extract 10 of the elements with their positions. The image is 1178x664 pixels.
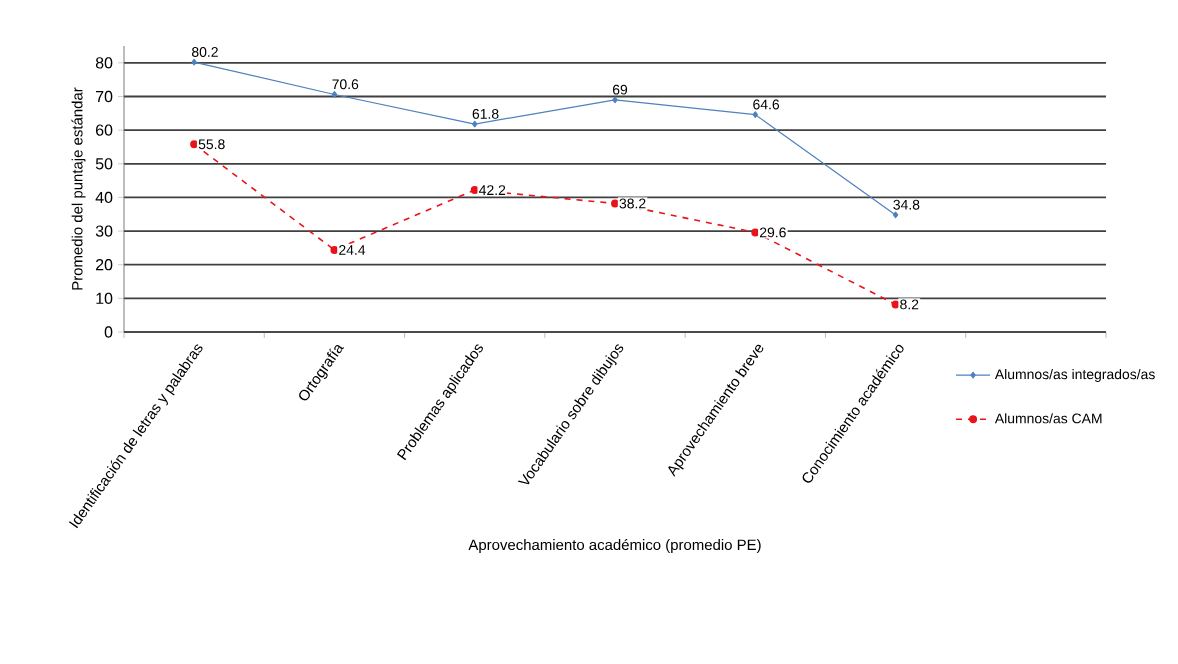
point <box>611 199 619 208</box>
point <box>331 91 338 98</box>
point <box>472 120 478 128</box>
point <box>751 228 760 237</box>
point <box>892 211 899 219</box>
point <box>612 96 618 104</box>
point <box>191 58 197 66</box>
point <box>752 111 758 119</box>
point <box>470 186 479 194</box>
point <box>330 245 339 254</box>
